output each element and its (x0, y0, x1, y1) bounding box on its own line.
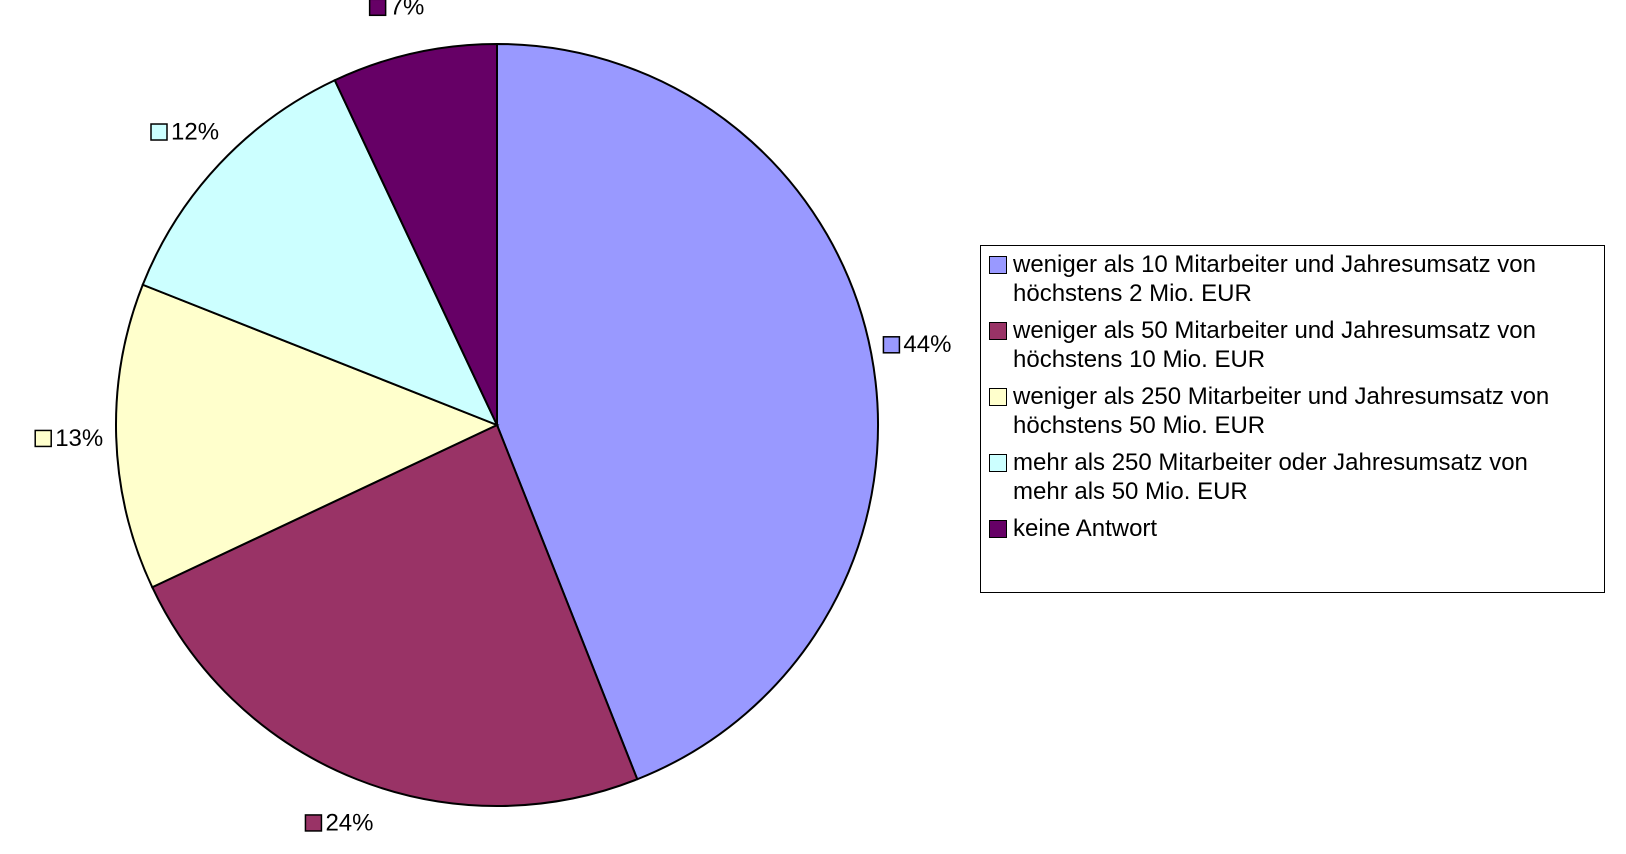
legend-swatch (989, 388, 1007, 406)
slice-label: 13% (34, 425, 103, 452)
label-swatch (368, 0, 387, 17)
legend-item: mehr als 250 Mitarbeiter oder Jahresumsa… (987, 448, 1572, 506)
data-label: 44% (903, 331, 951, 358)
slice-label: 12% (150, 118, 219, 145)
pie-slice (150, 423, 639, 807)
pie-slice (496, 42, 879, 781)
data-label: 13% (55, 425, 103, 452)
label-swatch (34, 429, 52, 448)
label-swatch (304, 814, 323, 832)
pie-slice (115, 283, 500, 589)
legend-item: weniger als 10 Mitarbeiter und Jahresums… (987, 250, 1572, 308)
legend-label: mehr als 250 Mitarbeiter oder Jahresumsa… (1013, 449, 1528, 505)
legend-item: keine Antwort (987, 514, 1572, 543)
pie-slice (333, 42, 498, 426)
label-swatch (150, 123, 168, 141)
data-label: 24% (325, 809, 373, 836)
data-label: 12% (171, 118, 219, 145)
label-swatch (882, 336, 901, 354)
legend-label: weniger als 10 Mitarbeiter und Jahresums… (1013, 251, 1536, 307)
legend-swatch (989, 520, 1007, 538)
legend-item: weniger als 250 Mitarbeiter und Jahresum… (987, 382, 1572, 440)
slice-label: 24% (304, 809, 373, 836)
legend-label: weniger als 50 Mitarbeiter und Jahresums… (1013, 317, 1536, 373)
slice-label: 7% (368, 0, 425, 21)
legend-swatch (989, 454, 1007, 472)
slice-label: 44% (882, 331, 951, 358)
legend-swatch (989, 322, 1007, 340)
data-label: 7% (390, 0, 425, 21)
legend: weniger als 10 Mitarbeiter und Jahresums… (980, 245, 1605, 593)
legend-swatch (989, 256, 1007, 274)
legend-label: weniger als 250 Mitarbeiter und Jahresum… (1013, 383, 1550, 439)
legend-item: weniger als 50 Mitarbeiter und Jahresums… (987, 316, 1572, 374)
pie-slice (141, 78, 499, 427)
legend-label: keine Antwort (1013, 515, 1158, 542)
